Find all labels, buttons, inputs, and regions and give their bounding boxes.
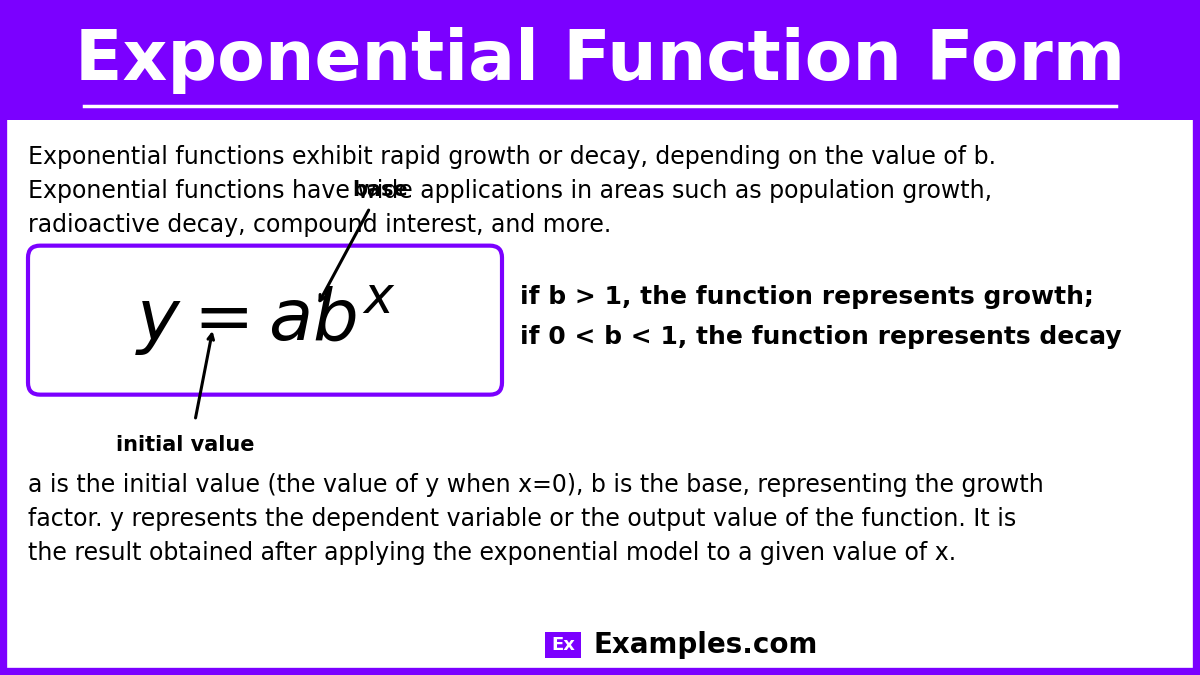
FancyBboxPatch shape [545,632,581,658]
Text: Exponential functions exhibit rapid growth or decay, depending on the value of b: Exponential functions exhibit rapid grow… [28,145,996,169]
Text: Ex: Ex [551,636,575,654]
Text: a is the initial value (the value of y when x=0), b is the base, representing th: a is the initial value (the value of y w… [28,472,1044,497]
FancyBboxPatch shape [0,0,1200,120]
Text: factor. y represents the dependent variable or the output value of the function.: factor. y represents the dependent varia… [28,507,1016,531]
Text: the result obtained after applying the exponential model to a given value of x.: the result obtained after applying the e… [28,541,956,565]
Text: radioactive decay, compound interest, and more.: radioactive decay, compound interest, an… [28,213,611,237]
FancyBboxPatch shape [28,246,502,395]
Text: Exponential Function Form: Exponential Function Form [74,26,1126,94]
Text: if b > 1, the function represents growth;: if b > 1, the function represents growth… [520,285,1094,309]
Text: Examples.com: Examples.com [593,631,817,659]
Text: if 0 < b < 1, the function represents decay: if 0 < b < 1, the function represents de… [520,325,1122,349]
Text: base: base [352,180,408,200]
Text: $\mathit{y} = \mathit{ab}^{\mathit{x}}$: $\mathit{y} = \mathit{ab}^{\mathit{x}}$ [134,283,396,358]
Text: initial value: initial value [115,435,254,455]
Text: Exponential functions have wide applications in areas such as population growth,: Exponential functions have wide applicat… [28,179,992,203]
